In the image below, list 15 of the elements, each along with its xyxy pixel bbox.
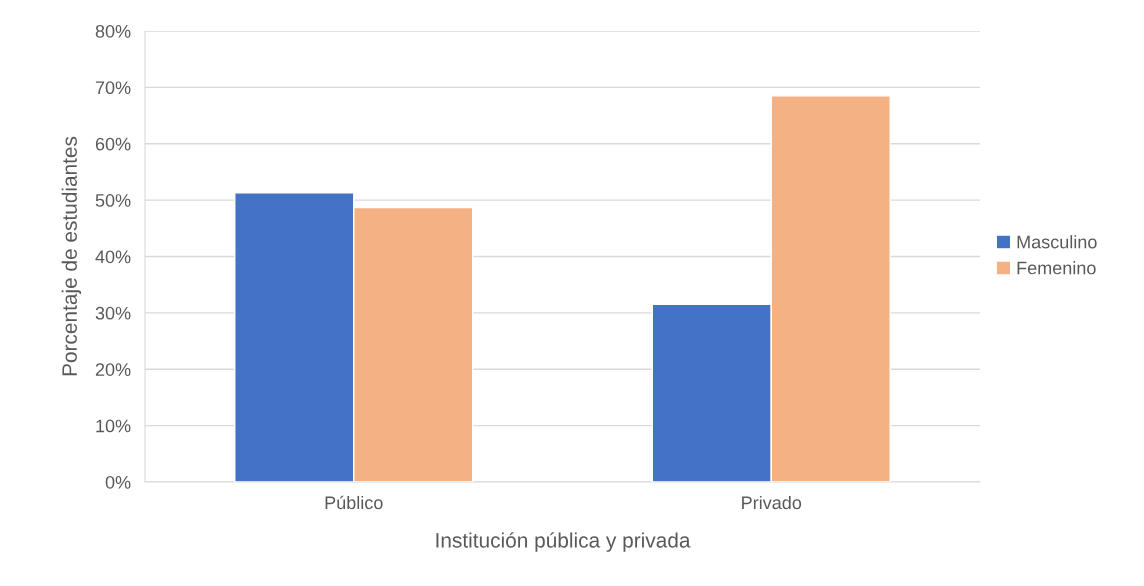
legend-label: Femenino bbox=[1017, 261, 1096, 275]
y-tick-label: 60% bbox=[95, 137, 131, 151]
y-tick-label: 20% bbox=[95, 363, 131, 376]
y-tick-label: 80% bbox=[95, 24, 131, 38]
x-tick-label: Público bbox=[325, 495, 383, 510]
x-tick-label: Privado bbox=[742, 495, 802, 510]
y-tick-label: 10% bbox=[96, 419, 131, 433]
legend-label: Masculino bbox=[1017, 235, 1097, 249]
y-axis-title: Porcentaje de estudiantes bbox=[61, 136, 82, 376]
x-axis-title: Institución pública y privada bbox=[436, 532, 691, 552]
y-tick-label: 70% bbox=[95, 81, 131, 95]
y-tick-label: 40% bbox=[95, 250, 131, 264]
y-tick-label: 50% bbox=[95, 194, 131, 207]
y-tick-label: 0% bbox=[105, 475, 131, 489]
y-tick-label: 30% bbox=[95, 306, 131, 320]
